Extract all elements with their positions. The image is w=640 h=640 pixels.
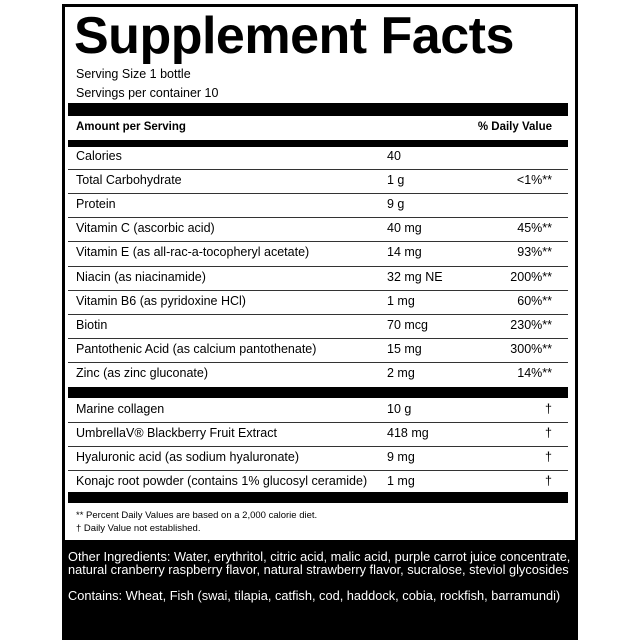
title: Supplement Facts xyxy=(74,7,514,65)
nutrient-amount: 1 mg xyxy=(387,293,415,308)
divider xyxy=(68,387,568,398)
nutrient-name: Total Carbohydrate xyxy=(76,173,182,188)
daily-value: † xyxy=(545,402,552,416)
nutrient-name: Pantothenic Acid (as calcium pantothenat… xyxy=(76,341,317,356)
row-separator xyxy=(68,217,568,219)
bottom-panel: Other Ingredients: Water, erythritol, ci… xyxy=(62,540,578,640)
nutrient-amount: 14 mg xyxy=(387,245,422,260)
daily-value: 60%** xyxy=(517,293,552,308)
nutrient-name: Vitamin E (as all-rac-a-tocopheryl aceta… xyxy=(76,245,310,260)
nutrient-name: Biotin xyxy=(76,317,108,332)
nutrient-name: Marine collagen xyxy=(76,402,165,416)
daily-value: 200%** xyxy=(510,269,552,284)
nutrient-amount: 40 mg xyxy=(387,221,422,236)
footnote: ** Percent Daily Values are based on a 2… xyxy=(76,510,318,521)
row-separator xyxy=(68,470,568,472)
nutrient-amount: 9 g xyxy=(387,197,405,212)
row-separator xyxy=(68,422,568,424)
divider xyxy=(68,103,568,116)
row-separator xyxy=(68,193,568,195)
nutrient-amount: 15 mg xyxy=(387,341,422,356)
nutrient-amount: 418 mg xyxy=(387,426,429,441)
daily-value: 93%** xyxy=(517,245,552,260)
daily-value: 300%** xyxy=(510,341,552,356)
daily-value: 14%** xyxy=(517,365,552,380)
divider xyxy=(68,140,568,147)
daily-value: 230%** xyxy=(510,317,552,332)
nutrient-amount: 10 g xyxy=(387,402,412,416)
nutrient-name: Konajc root powder (contains 1% glucosyl… xyxy=(76,474,368,489)
servings-per-container: Servings per container 10 xyxy=(76,86,219,100)
nutrient-name: Calories xyxy=(76,149,122,163)
row-separator xyxy=(68,446,568,448)
row-separator xyxy=(68,289,568,291)
row-separator xyxy=(68,361,568,363)
nutrient-amount: 70 mcg xyxy=(387,317,428,332)
row-separator xyxy=(68,241,568,243)
label-frame xyxy=(62,4,578,543)
nutrient-name: Zinc (as zinc gluconate) xyxy=(76,365,209,380)
nutrient-amount: 1 g xyxy=(387,173,405,188)
daily-value: † xyxy=(545,450,552,465)
contains: Contains: Wheat, Fish (swai, tilapia, ca… xyxy=(68,588,561,603)
nutrient-name: UmbrellaV® Blackberry Fruit Extract xyxy=(76,426,277,441)
nutrient-name: Hyaluronic acid (as sodium hyaluronate) xyxy=(76,450,300,465)
daily-value: <1%** xyxy=(516,173,552,188)
nutrient-name: Vitamin C (ascorbic acid) xyxy=(76,221,215,236)
nutrient-amount: 40 xyxy=(387,149,401,163)
daily-value: † xyxy=(545,426,552,441)
daily-value: 45%** xyxy=(517,221,552,236)
other-ingredients: Other Ingredients: Water, erythritol, ci… xyxy=(68,549,571,577)
row-separator xyxy=(68,313,568,315)
nutrient-name: Vitamin B6 (as pyridoxine HCl) xyxy=(76,293,246,308)
divider xyxy=(68,492,568,503)
nutrient-amount: 2 mg xyxy=(387,365,415,380)
daily-value: † xyxy=(545,474,552,489)
row-separator xyxy=(68,169,568,171)
nutrient-name: Protein xyxy=(76,197,116,212)
serving-size: Serving Size 1 bottle xyxy=(76,67,191,81)
row-separator xyxy=(68,337,568,339)
dv-header: % Daily Value xyxy=(477,121,552,133)
nutrient-amount: 9 mg xyxy=(387,450,415,465)
nutrient-amount: 1 mg xyxy=(387,474,415,489)
row-separator xyxy=(68,265,568,267)
nutrient-amount: 32 mg NE xyxy=(387,269,443,284)
amount-header: Amount per Serving xyxy=(76,121,186,133)
nutrient-name: Niacin (as niacinamide) xyxy=(76,269,206,284)
footnote: † Daily Value not established. xyxy=(76,523,201,534)
